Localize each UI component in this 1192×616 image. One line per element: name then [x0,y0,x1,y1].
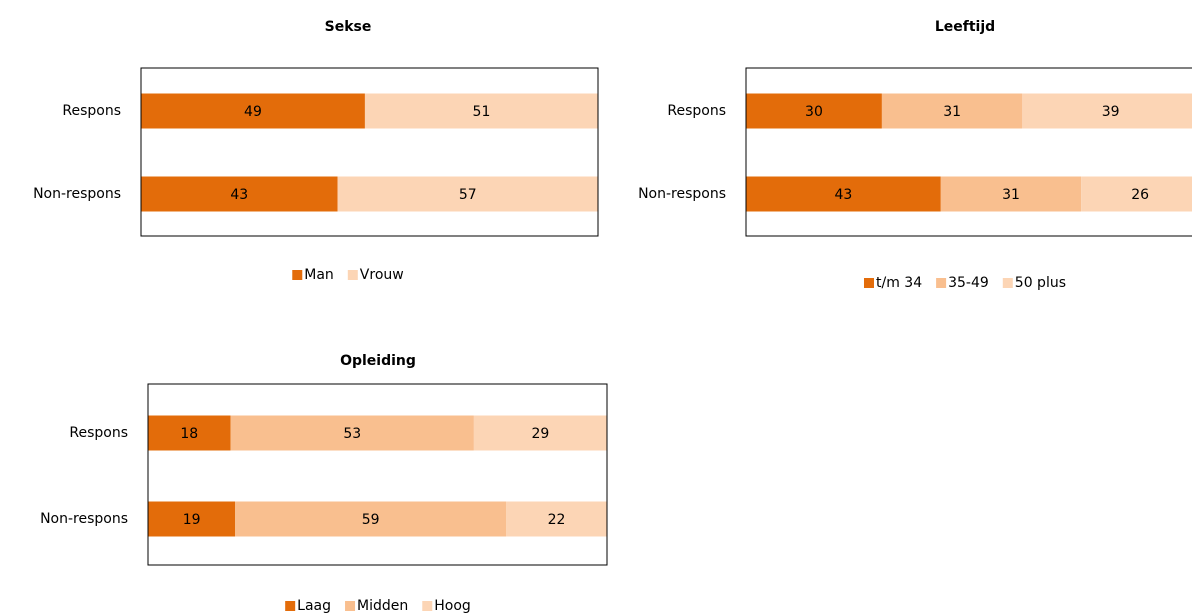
bar-segment [1081,176,1192,212]
y-tick-label: Non-respons [638,186,726,202]
legend-label: Midden [357,598,408,614]
legend: t/m 34 35-49 50 plus [863,275,1066,291]
bar-segment [473,415,607,451]
chart-panel: Leeftijd Respons 30 31 39 Non-respons 43 31 26 t/… [638,19,1192,291]
bar-segment [746,176,941,212]
legend-swatch [285,601,296,611]
plot-frame [147,383,608,566]
legend-label: 35-49 [948,275,989,291]
bar-segment [235,501,507,537]
data-label: 18 [180,426,198,442]
legend-label: Man [304,267,334,283]
legend-label: Laag [297,598,331,614]
chart-title: Opleiding [340,353,416,369]
legend-swatch [863,278,874,288]
chart-title: Sekse [325,19,372,35]
bar-segment [506,501,607,537]
legend-label: Hoog [434,598,471,614]
y-tick-label: Respons [69,425,128,441]
legend-swatch [345,601,356,611]
data-label: 49 [244,104,262,120]
chart-panel: Sekse Respons 49 51 Non-respons 43 57 Man Vrouw [33,19,599,283]
legend-swatch [422,601,433,611]
bar-segment [746,93,882,129]
legend-label: Vrouw [360,267,404,283]
legend: Man Vrouw [292,267,404,283]
data-label: 31 [1002,187,1020,203]
data-label: 22 [548,512,566,528]
bar-segment [141,176,338,212]
data-label: 19 [183,512,201,528]
y-tick-label: Respons [667,103,726,119]
legend-swatch [1002,278,1013,288]
data-label: 26 [1131,187,1149,203]
legend: Laag Midden Hoog [285,598,471,614]
data-label: 31 [943,104,961,120]
bar-segment [141,93,365,129]
data-label: 57 [459,187,477,203]
legend-swatch [347,270,358,280]
bar-segment [940,176,1082,212]
y-tick-label: Non-respons [33,186,121,202]
bar-segment [1022,93,1192,129]
legend-swatch [936,278,947,288]
data-label: 59 [362,512,380,528]
chart-title: Leeftijd [935,19,995,35]
data-label: 43 [834,187,852,203]
legend-label: 50 plus [1015,275,1066,291]
bar-segment [337,176,598,212]
data-label: 51 [473,104,491,120]
data-label: 53 [343,426,361,442]
chart-panel: Opleiding Respons 18 53 29 Non-respons 19 59 22 L… [40,353,608,614]
bar-segment [364,93,598,129]
bar-segment [881,93,1023,129]
bar-segment [148,501,236,537]
data-label: 30 [805,104,823,120]
plot-frame [745,67,1192,237]
data-label: 29 [532,426,550,442]
bar-segment [230,415,474,451]
data-label: 39 [1102,104,1120,120]
data-label: 43 [230,187,248,203]
legend-label: t/m 34 [876,275,922,291]
y-tick-label: Respons [62,103,121,119]
plot-frame [140,67,599,237]
legend-swatch [292,270,303,280]
bar-segment [148,415,231,451]
y-tick-label: Non-respons [40,511,128,527]
